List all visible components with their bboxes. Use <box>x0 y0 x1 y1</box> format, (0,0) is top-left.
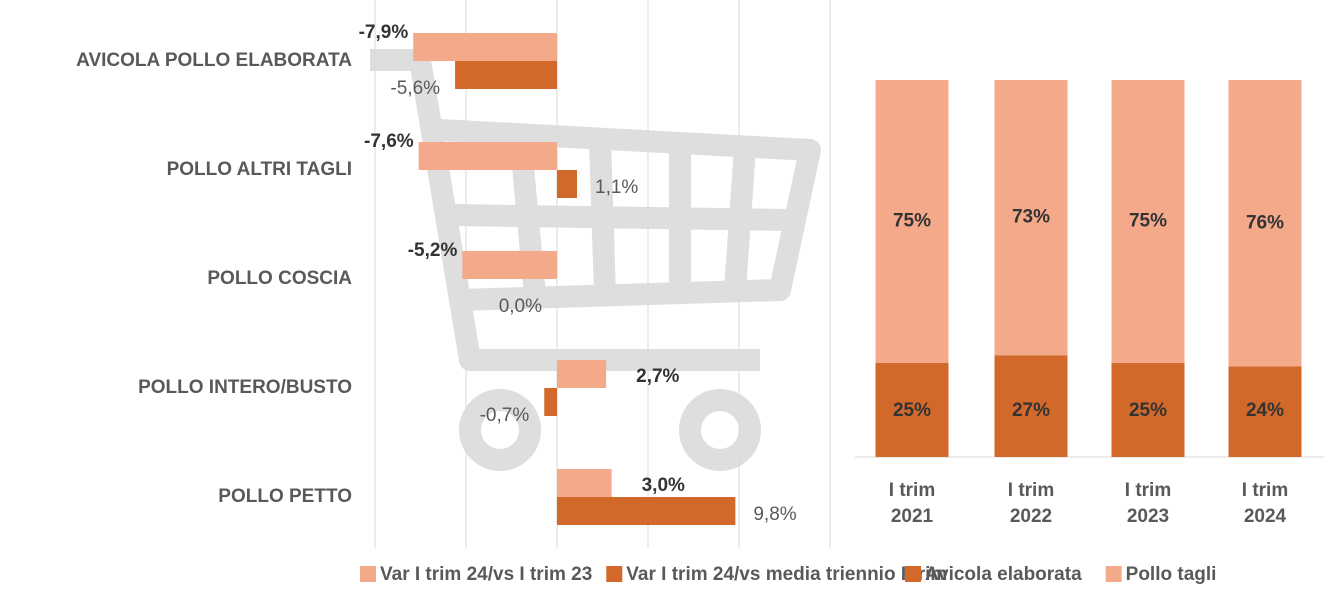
data-label: 25% <box>893 400 931 421</box>
data-label: 76% <box>1246 212 1284 233</box>
bar-segment <box>875 362 949 457</box>
bar <box>557 497 736 525</box>
data-label-bold: 3,0% <box>642 475 685 496</box>
category-label: AVICOLA POLLO ELABORATA <box>76 50 352 71</box>
data-label: 9,8% <box>753 504 796 525</box>
data-label-bold: -7,9% <box>359 22 409 43</box>
data-label: 75% <box>893 210 931 231</box>
bar <box>557 170 578 198</box>
category-label: POLLO PETTO <box>218 486 352 507</box>
data-label: -0,7% <box>480 405 530 426</box>
x-tick-label: I trim 2023 <box>1124 480 1172 527</box>
data-label-bold: -5,2% <box>408 240 458 261</box>
legend-swatch <box>606 566 623 582</box>
bar <box>418 142 557 170</box>
bar <box>462 251 557 279</box>
legend-swatch <box>1105 566 1122 582</box>
bar-segment <box>1228 80 1302 367</box>
data-label-bold: -7,6% <box>364 131 414 152</box>
data-label-bold: 2,7% <box>636 366 679 387</box>
bar-segment <box>1111 80 1185 363</box>
bar-segment <box>994 355 1068 457</box>
bar <box>455 61 557 89</box>
category-label: POLLO ALTRI TAGLI <box>167 159 352 180</box>
legend-swatch <box>360 566 376 582</box>
bar-segment <box>994 80 1068 356</box>
bar <box>557 360 607 388</box>
bar-segment <box>1111 362 1185 457</box>
legend-label: Pollo tagli <box>1126 564 1217 585</box>
data-label: 0,0% <box>499 296 542 317</box>
data-label: -5,6% <box>390 78 440 99</box>
x-tick-label: I trim 2024 <box>1241 480 1289 527</box>
legend-label: Var I trim 24/vs I trim 23 <box>380 564 592 585</box>
bar <box>413 33 557 61</box>
legend-label: Avicola elaborata <box>925 564 1082 585</box>
x-tick-label: I trim 2021 <box>888 480 936 527</box>
data-label: 75% <box>1129 210 1167 231</box>
bar <box>544 388 557 416</box>
bar-segment <box>1228 366 1302 457</box>
bar <box>557 469 612 497</box>
cart-watermark <box>370 49 821 471</box>
data-label: 73% <box>1012 207 1050 228</box>
legend-swatch <box>905 566 921 582</box>
data-label: 27% <box>1012 400 1050 421</box>
data-label: 25% <box>1129 400 1167 421</box>
data-label: 24% <box>1246 400 1284 421</box>
x-tick-label: I trim 2022 <box>1007 480 1055 527</box>
category-label: POLLO COSCIA <box>207 268 352 289</box>
legend-label: Var I trim 24/vs media triennio I trim <box>626 564 947 585</box>
bar-segment <box>875 80 949 363</box>
category-label: POLLO INTERO/BUSTO <box>138 377 352 398</box>
data-label: 1,1% <box>595 177 638 198</box>
